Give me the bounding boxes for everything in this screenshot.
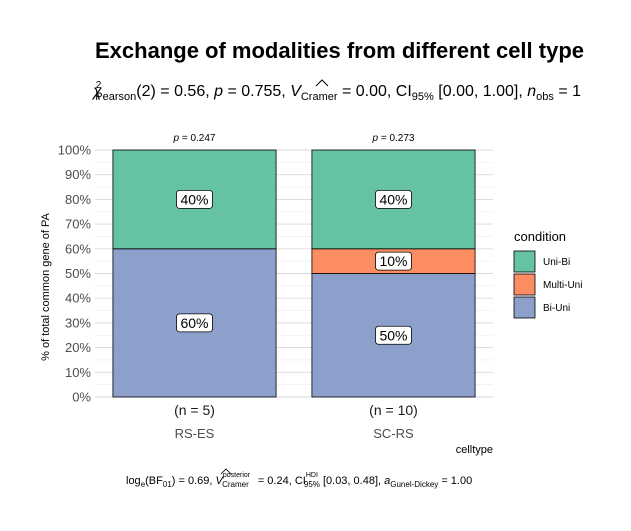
segment-label-box [176, 313, 213, 333]
bars [112, 149, 476, 398]
bar-pvalue: p = 0.273 [372, 133, 415, 144]
segment-label: 40% [379, 191, 407, 207]
segment-label-box [375, 325, 412, 345]
segment-label: 60% [180, 315, 208, 331]
legend-title: condition [514, 229, 566, 244]
y-tick-labels: 0% 10% 20% 30% 40% 50% 60% 70% 80% 90% 100% [58, 143, 92, 405]
segment-labels: 60% 40% 50% 10% 40% [176, 189, 412, 345]
legend-item-label: Multi-Uni [543, 280, 582, 291]
caption-hat-icon [220, 468, 232, 475]
y-tick-label: 10% [65, 365, 91, 380]
segment-label: 40% [180, 191, 208, 207]
x-category-label: RS-ES [175, 426, 215, 441]
y-tick-label: 20% [65, 340, 91, 355]
segment-label-box [375, 189, 412, 209]
segment-label-box [176, 189, 213, 209]
subtitle-hat-icon [315, 79, 329, 87]
legend-swatch [513, 296, 536, 319]
segment-label-box [375, 251, 412, 271]
y-axis-label: % of total common gene of PA [40, 212, 52, 360]
y-tick-label: 40% [65, 291, 91, 306]
segment-label: 50% [379, 327, 407, 343]
legend-item-label: Uni-Bi [543, 257, 570, 268]
legend-item-label: Bi-Uni [543, 303, 570, 314]
chart-caption: loge(BF01) = 0.69, Vposterior Cramer = 0.… [126, 472, 472, 489]
segment-label: 10% [379, 253, 407, 269]
legend: condition Uni-Bi Multi-Uni Bi-Uni [513, 229, 582, 319]
legend-swatch [513, 250, 536, 273]
chart-title: Exchange of modalities from different ce… [95, 38, 584, 63]
x-axis-label: celltype [456, 444, 493, 456]
x-category-label: SC-RS [373, 426, 414, 441]
y-tick-label: 50% [65, 266, 91, 281]
y-tick-label: 0% [72, 390, 91, 405]
y-tick-label: 80% [65, 192, 91, 207]
x-category-labels: p = 0.247 (n = 5) RS-ES p = 0.273 (n = 10) SC… [173, 133, 418, 441]
legend-swatch [513, 273, 536, 296]
y-tick-label: 100% [58, 143, 92, 158]
y-tick-label: 60% [65, 241, 91, 256]
chart-subtitle: χ2 Pearson(2) = 0.56, p = 0.755, VCramer … [91, 80, 581, 103]
bar-count-label: (n = 5) [174, 402, 215, 418]
y-tick-label: 90% [65, 167, 91, 182]
y-tick-label: 30% [65, 315, 91, 330]
bar-count-label: (n = 10) [369, 402, 418, 418]
bar-pvalue: p = 0.247 [173, 133, 216, 144]
y-tick-label: 70% [65, 217, 91, 232]
